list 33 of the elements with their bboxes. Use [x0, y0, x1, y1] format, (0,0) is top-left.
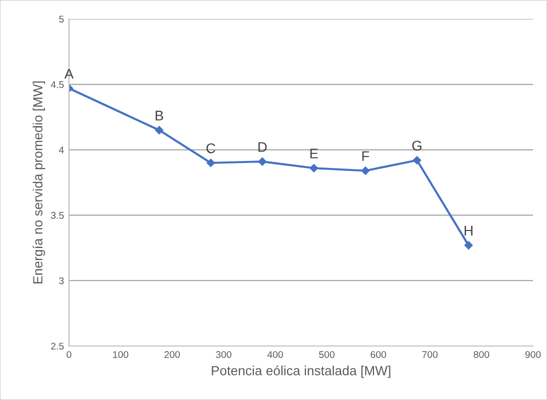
point — [412, 156, 422, 164]
y-tick-label: 3.5 — [50, 212, 64, 219]
annotation: F — [362, 151, 370, 161]
annotation: C — [206, 143, 216, 154]
y-tick-label: 5 — [59, 16, 64, 23]
x-tick-label: 800 — [474, 351, 490, 358]
annotation: D — [258, 142, 267, 152]
annotation: H — [464, 226, 472, 236]
x-tick-label: 700 — [422, 351, 438, 358]
point — [258, 157, 266, 166]
y-axis-title: Energía no servida promedio [MW] — [32, 82, 46, 284]
y-tick-label: 2.5 — [51, 342, 64, 350]
x-tick-label: 900 — [525, 351, 541, 358]
point — [310, 164, 318, 172]
annotation: E — [310, 148, 318, 158]
point — [361, 166, 370, 175]
x-axis-title: Potencia eólica instalada [MW] — [212, 365, 390, 378]
annotation: A — [64, 68, 74, 78]
x-tick-label: 500 — [319, 351, 335, 358]
x-tick-label: 400 — [267, 351, 283, 358]
x-tick-label: 600 — [370, 351, 386, 358]
y-tick-label: 4 — [58, 146, 64, 154]
x-tick-label: 0 — [66, 351, 72, 358]
annotation: B — [156, 110, 164, 120]
x-tick-label: 200 — [164, 351, 180, 358]
point — [155, 126, 164, 134]
x-tick-label: 100 — [113, 351, 128, 358]
point — [464, 241, 473, 250]
y-tick-label: 3 — [59, 277, 64, 284]
y-tick-label: 4.5 — [50, 81, 64, 88]
point — [206, 158, 215, 168]
annotation: G — [412, 140, 422, 151]
x-tick-label: 300 — [216, 351, 232, 358]
